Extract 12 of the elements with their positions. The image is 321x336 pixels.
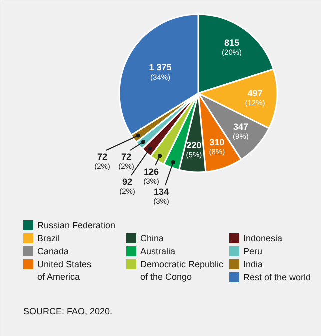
legend-label: Russian Federation: [38, 220, 116, 230]
legend-label: United States of America: [38, 260, 92, 282]
source-note: SOURCE: FAO, 2020.: [24, 306, 113, 316]
legend-label: Indonesia: [244, 234, 283, 244]
legend-label: China: [140, 234, 164, 244]
legend-label: Peru: [244, 246, 263, 256]
legend-label: Democratic Republic of the Congo: [140, 260, 224, 282]
legend-label: Rest of the world: [244, 272, 312, 282]
legend-label: India: [244, 260, 264, 270]
legend-label: Canada: [38, 246, 70, 256]
legend-label: Brazil: [38, 234, 60, 244]
legend-label: Australia: [140, 246, 176, 256]
